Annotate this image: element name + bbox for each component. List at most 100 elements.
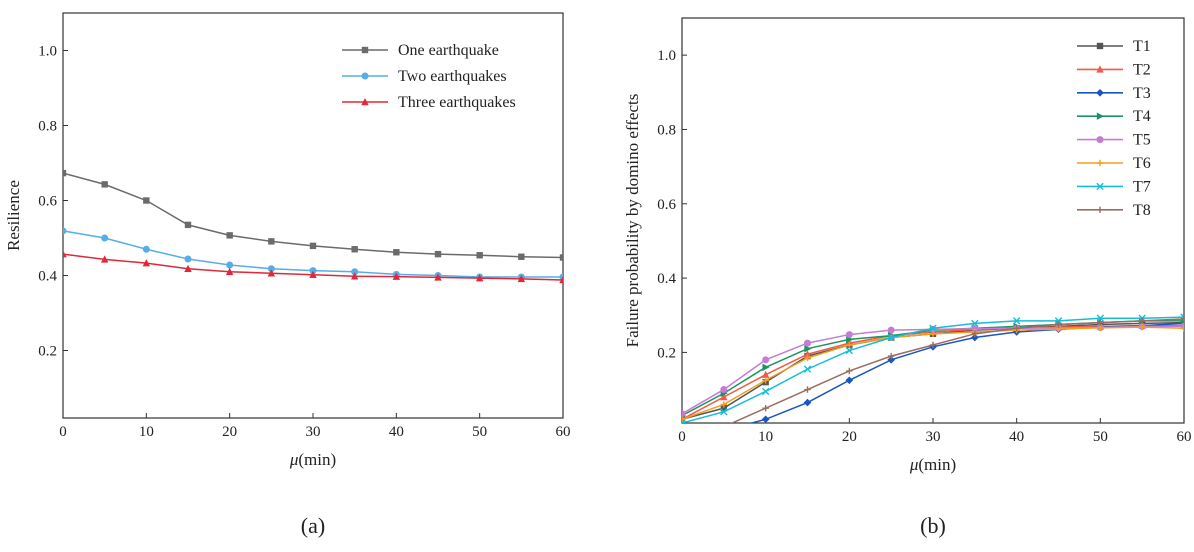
data-point [887,326,895,334]
data-point [971,325,979,333]
y-tick-label: 0.6 [38,194,57,210]
data-point [184,255,192,263]
x-axis-unit: (min) [918,455,956,474]
data-point [476,252,483,259]
data-point [971,330,979,338]
x-tick-label: 10 [139,424,154,440]
data-point [63,250,67,258]
x-tick-label: 40 [1009,429,1024,445]
data-point [761,370,770,378]
y-tick-label: 0.6 [657,197,676,213]
x-tick-label: 0 [59,424,67,440]
legend-marker [1096,42,1104,50]
data-point [845,346,854,355]
y-tick-label: 0.2 [38,344,57,360]
legend-label: T4 [1133,108,1151,125]
y-axis-title: Resilience [4,180,23,251]
series-group [682,313,1184,435]
x-tick-label: 10 [758,429,773,445]
data-point [762,363,770,371]
panel-label: (a) [301,513,325,538]
data-point [682,419,686,423]
data-point [309,242,317,250]
data-point [887,356,895,364]
data-point [803,398,812,407]
data-point [762,356,770,364]
data-point [761,415,770,423]
data-point [63,227,67,235]
x-tick-label: 50 [1093,429,1108,445]
data-point [1055,321,1062,328]
data-point [1097,319,1104,326]
x-axis-title: μ(min) [289,450,336,469]
y-tick-label: 1.0 [38,44,57,60]
data-point [804,354,811,362]
x-tick-label: 20 [842,429,857,445]
panel-label: (b) [920,513,946,538]
x-axis-symbol: μ [909,455,919,474]
data-point [393,249,400,256]
data-point [142,259,151,267]
y-axis-title: Failure probability by domino effects [623,94,642,348]
data-point [804,339,811,347]
data-point [101,234,109,242]
legend-marker [361,98,369,106]
data-point [101,181,108,188]
x-tick-label: 0 [678,429,686,445]
data-point [143,197,150,204]
data-point [142,245,150,253]
data-point [434,250,442,258]
data-point [720,427,728,435]
data-point [226,261,234,269]
legend-entry: T7 [1077,178,1151,195]
x-tick-label: 60 [1177,429,1192,445]
data-point [434,273,442,281]
data-point [100,255,109,263]
data-point [803,350,812,358]
data-point [267,265,275,273]
data-point [1054,317,1063,325]
legend-label: Three earthquakes [398,94,516,111]
legend-marker [1096,182,1104,191]
data-point [559,276,563,284]
data-point [392,272,401,280]
data-point [1138,317,1146,325]
data-point [1180,315,1184,323]
series-line-t1 [682,321,1184,421]
series-group [63,169,563,284]
legend-marker [361,46,369,54]
legend-label: T5 [1133,132,1151,149]
legend-label: One earthquake [398,42,499,59]
legend-entry: T8 [1077,202,1151,219]
legend-marker [1096,65,1104,73]
y-tick-label: 0.4 [657,271,676,287]
x-tick-label: 20 [222,424,237,440]
data-point [1012,317,1021,325]
data-point [63,169,67,177]
data-point [351,268,359,276]
data-point [929,330,937,338]
legend-entry: T6 [1077,155,1151,172]
legend-entry: One earthquake [342,42,499,59]
y-tick-label: 0.8 [657,122,676,138]
data-point [846,341,853,349]
data-point [184,264,192,272]
data-point [350,272,359,280]
data-point [846,367,853,375]
data-point [929,324,937,332]
data-point [720,386,728,394]
data-point [475,274,484,282]
data-point [887,333,895,342]
legend-entry: Two earthquakes [342,68,507,85]
x-tick-label: 30 [926,429,941,445]
legend-label: T7 [1133,178,1151,195]
data-point [971,333,979,342]
data-point [517,274,526,283]
data-point [1013,325,1020,332]
legend-marker [361,72,369,80]
x-axis-symbol: μ [289,450,299,469]
data-point [1138,323,1146,331]
data-point [1180,325,1184,332]
data-point [268,238,275,245]
